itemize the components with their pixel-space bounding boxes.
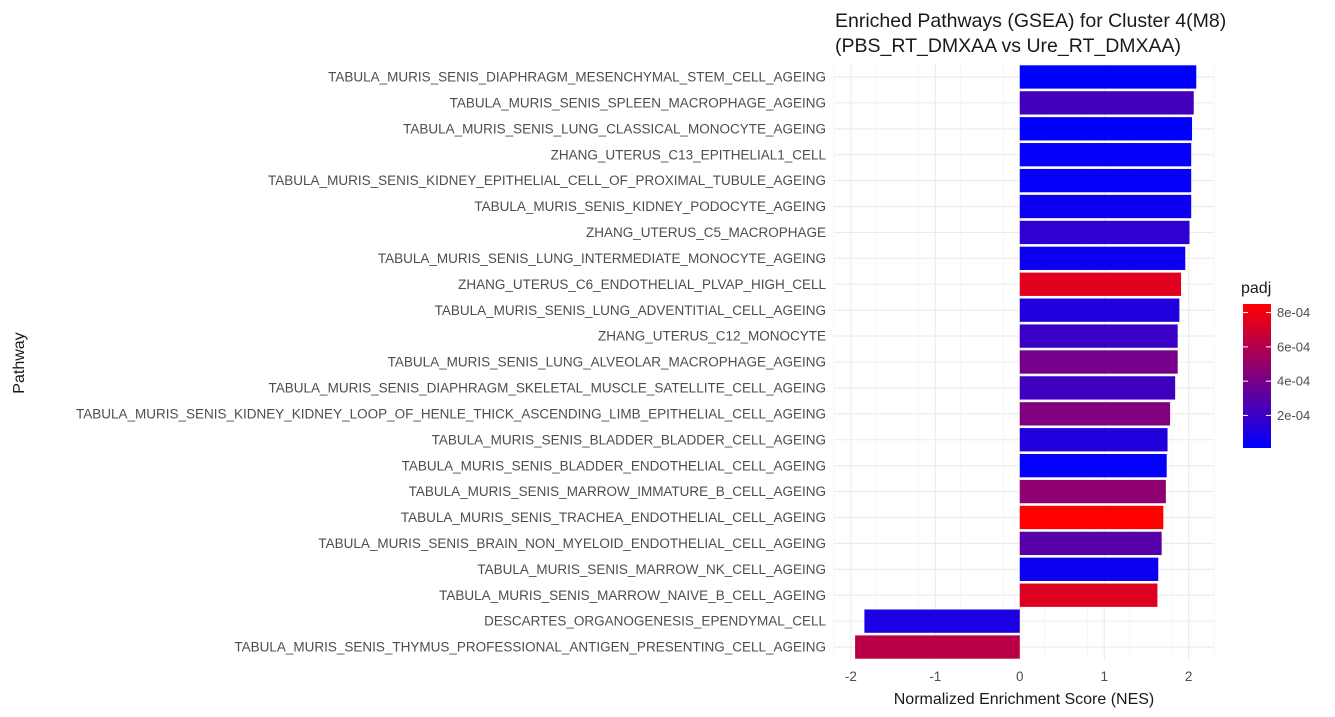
category-label: TABULA_MURIS_SENIS_KIDNEY_EPITHELIAL_CEL… (268, 173, 826, 188)
category-label: TABULA_MURIS_SENIS_LUNG_CLASSICAL_MONOCY… (403, 121, 826, 136)
bar-19 (1019, 531, 1162, 556)
category-labels: TABULA_MURIS_SENIS_DIAPHRAGM_MESENCHYMAL… (76, 70, 827, 655)
category-label: TABULA_MURIS_SENIS_LUNG_ALVEOLAR_MACROPH… (388, 355, 826, 370)
bar-7 (1019, 220, 1190, 245)
category-label: TABULA_MURIS_SENIS_KIDNEY_KIDNEY_LOOP_OF… (76, 406, 826, 421)
bar-22 (864, 609, 1020, 633)
category-label: TABULA_MURIS_SENIS_BLADDER_BLADDER_CELL_… (432, 432, 826, 447)
x-axis-ticks: -2 -1 0 1 2 (845, 669, 1193, 684)
legend-title: padj (1241, 280, 1271, 297)
legend-tick-label: 6e-04 (1277, 339, 1310, 354)
bar-1 (1019, 65, 1197, 89)
category-label: ZHANG_UTERUS_C5_MACROPHAGE (586, 225, 826, 240)
x-axis-title: Normalized Enrichment Score (NES) (894, 691, 1155, 708)
category-label: TABULA_MURIS_SENIS_MARROW_NAIVE_B_CELL_A… (439, 588, 826, 603)
bar-9 (1019, 272, 1182, 296)
bar-16 (1019, 453, 1167, 478)
bar-5 (1019, 168, 1192, 193)
category-label: TABULA_MURIS_SENIS_LUNG_ADVENTITIAL_CELL… (435, 303, 826, 318)
x-tick-label: -1 (929, 669, 941, 684)
bar-20 (1019, 557, 1159, 581)
category-label: TABULA_MURIS_SENIS_DIAPHRAGM_MESENCHYMAL… (328, 70, 826, 85)
category-label: ZHANG_UTERUS_C13_EPITHELIAL1_CELL (551, 147, 827, 162)
bar-13 (1019, 376, 1176, 400)
category-label: TABULA_MURIS_SENIS_TRACHEA_ENDOTHELIAL_C… (401, 510, 826, 525)
legend-colorbar (1243, 304, 1271, 448)
bar-18 (1019, 505, 1164, 530)
legend-tick-label: 2e-04 (1277, 408, 1310, 423)
category-label: TABULA_MURIS_SENIS_THYMUS_PROFESSIONAL_A… (234, 640, 826, 655)
x-tick-label: -2 (845, 669, 857, 684)
x-tick-label: 1 (1100, 669, 1108, 684)
chart-titles: Enriched Pathways (GSEA) for Cluster 4(M… (835, 10, 1226, 57)
bar-21 (1019, 583, 1158, 607)
bar-10 (1019, 298, 1180, 322)
legend-tick-label: 4e-04 (1277, 374, 1310, 389)
category-label: DESCARTES_ORGANOGENESIS_EPENDYMAL_CELL (484, 614, 826, 629)
category-label: TABULA_MURIS_SENIS_KIDNEY_PODOCYTE_AGEIN… (474, 199, 826, 214)
category-label: ZHANG_UTERUS_C6_ENDOTHELIAL_PLVAP_HIGH_C… (458, 277, 826, 292)
legend-tick-label: 8e-04 (1277, 305, 1310, 320)
category-label: TABULA_MURIS_SENIS_LUNG_INTERMEDIATE_MON… (378, 251, 826, 266)
chart-subtitle: (PBS_RT_DMXAA vs Ure_RT_DMXAA) (835, 35, 1181, 57)
category-label: TABULA_MURIS_SENIS_MARROW_NK_CELL_AGEING (477, 562, 826, 577)
bar-11 (1019, 324, 1178, 348)
bar-4 (1019, 143, 1192, 167)
category-label: TABULA_MURIS_SENIS_BLADDER_ENDOTHELIAL_C… (402, 458, 826, 473)
bar-15 (1019, 428, 1168, 452)
y-axis-title: Pathway (11, 332, 28, 393)
bar-17 (1019, 479, 1166, 504)
bar-series (855, 65, 1197, 659)
category-label: TABULA_MURIS_SENIS_DIAPHRAGM_SKELETAL_MU… (269, 381, 826, 396)
bar-23 (855, 635, 1020, 659)
legend-ticks: 2e-04 4e-04 6e-04 8e-04 (1243, 305, 1310, 423)
bar-3 (1019, 117, 1193, 141)
category-label: ZHANG_UTERUS_C12_MONOCYTE (598, 329, 826, 344)
bar-6 (1019, 194, 1192, 219)
padj-legend: padj 2e-04 4e-04 6e-04 8e-04 (1241, 280, 1310, 448)
category-label: TABULA_MURIS_SENIS_MARROW_IMMATURE_B_CEL… (409, 484, 826, 499)
bar-14 (1019, 402, 1171, 426)
chart-title: Enriched Pathways (GSEA) for Cluster 4(M… (835, 10, 1226, 32)
category-label: TABULA_MURIS_SENIS_SPLEEN_MACROPHAGE_AGE… (450, 95, 826, 110)
x-tick-label: 2 (1185, 669, 1193, 684)
bar-12 (1019, 350, 1178, 374)
x-tick-label: 0 (1016, 669, 1024, 684)
category-label: TABULA_MURIS_SENIS_BRAIN_NON_MYELOID_END… (318, 536, 826, 551)
bar-8 (1019, 246, 1186, 271)
bar-2 (1019, 91, 1194, 115)
